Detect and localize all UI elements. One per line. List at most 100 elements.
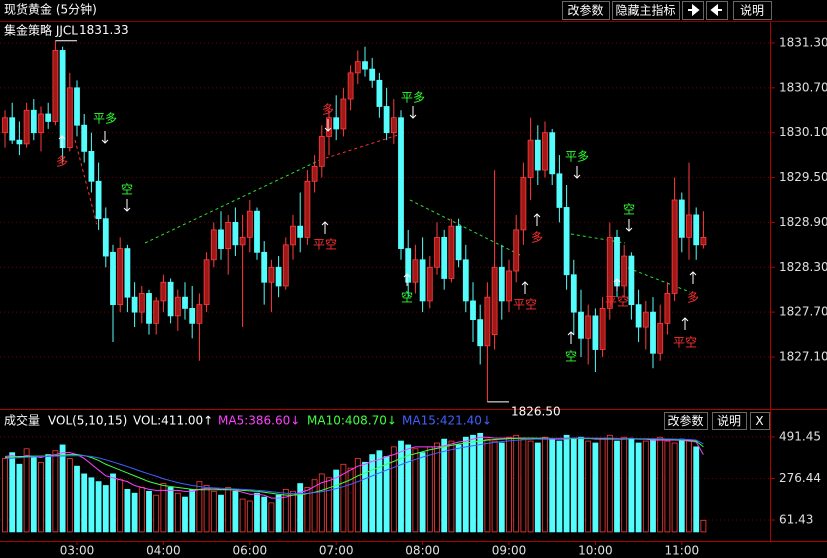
candle-body [426, 266, 433, 302]
volume-bar [52, 450, 59, 533]
volume-bar [376, 450, 383, 533]
candle-body [484, 296, 491, 347]
volume-bar [491, 440, 498, 533]
candle-body [254, 210, 260, 253]
candle-body [664, 293, 671, 324]
x-tick-label: 08:00 [405, 544, 440, 558]
volume-bar [693, 446, 700, 533]
button[interactable] [733, 1, 772, 20]
candle-body [74, 87, 80, 126]
candle-body [167, 281, 174, 317]
signal-arrow [625, 219, 633, 232]
candle-body [218, 229, 224, 249]
button-label[interactable]: 说明 [740, 3, 764, 18]
y-tick-label: 1829.50 [779, 170, 827, 184]
candle-body [2, 117, 8, 134]
candle-body [376, 79, 383, 107]
volume-bar [542, 436, 548, 533]
button-label[interactable]: 说明 [717, 413, 741, 428]
volume-bar [657, 436, 664, 533]
volume-bar [477, 432, 484, 533]
volume-bar [527, 440, 534, 533]
candle-body [592, 315, 599, 350]
y-tick-label: 1827.70 [779, 305, 827, 319]
candle-body [52, 50, 59, 122]
candle-body [650, 311, 656, 354]
candle-body [506, 270, 512, 302]
candle-body [88, 150, 95, 182]
volume-bar [225, 487, 232, 533]
y-tick-label: 1830.10 [779, 125, 827, 139]
volume-bar [513, 434, 520, 533]
x-tick-label: 09:00 [492, 544, 527, 558]
arrow-icon[interactable] [710, 3, 722, 17]
button[interactable] [664, 412, 708, 430]
volume-bar [549, 438, 556, 533]
candle-body [268, 266, 275, 283]
volume-bar [182, 496, 188, 533]
candle-body [311, 165, 318, 182]
volume-bar [246, 500, 253, 533]
candle-body [534, 139, 541, 171]
volume-bar [599, 438, 606, 533]
button-label[interactable]: 隐藏主指标 [615, 3, 675, 18]
candle-body [570, 274, 577, 313]
volume-bar [117, 479, 124, 533]
candle-body [203, 259, 210, 306]
candle-body [189, 307, 196, 324]
candle-body [412, 259, 419, 283]
candle-body [95, 180, 102, 220]
signal-label: 多 [322, 103, 334, 117]
signal-arrow [123, 199, 131, 212]
candle-body [174, 296, 181, 317]
candle-body [66, 87, 73, 149]
volume-bar [74, 465, 80, 533]
signal-label: 平多 [401, 91, 425, 105]
candle-body [131, 296, 138, 313]
signal-label: 平多 [565, 150, 589, 164]
candle-body [9, 117, 16, 141]
button[interactable] [612, 1, 680, 20]
volume-bar [405, 444, 412, 533]
candle-body [563, 207, 570, 276]
volume-bar [189, 488, 196, 533]
button-label[interactable]: X [755, 414, 763, 428]
legend-entry: MA15:421.40↓ [402, 414, 492, 428]
arrow-icon[interactable] [688, 3, 700, 17]
volume-bar [390, 446, 397, 533]
volume-bar [412, 448, 419, 533]
candle-body [23, 109, 30, 145]
candle-body [578, 311, 584, 339]
button[interactable] [750, 412, 770, 430]
ma-line [4, 437, 704, 495]
annotation: 1831.33 [79, 23, 129, 37]
trend-line [74, 139, 98, 226]
candle-body [225, 222, 232, 249]
volume-bar [124, 488, 131, 533]
trend-line [144, 159, 321, 244]
volume-bar [311, 479, 318, 533]
volume-bar [534, 442, 541, 533]
volume-bar [290, 490, 296, 533]
volume-bar [203, 485, 210, 533]
legend-entry: VOL:411.00↑ [133, 414, 213, 428]
candle-body [38, 113, 44, 134]
candle-body [628, 255, 635, 306]
x-tick-label: 11:00 [665, 544, 700, 558]
signal-arrow [521, 281, 529, 294]
volume-title: 成交量 [4, 413, 40, 428]
candle-body [196, 304, 203, 324]
volume-bar [455, 444, 462, 533]
button-label[interactable]: 改参数 [567, 3, 603, 18]
candle-body [642, 311, 649, 328]
button[interactable] [712, 412, 747, 430]
y-tick-label: 61.43 [779, 513, 813, 527]
volume-bar [671, 442, 678, 533]
legend-entry: MA5:386.60↓ [218, 414, 300, 428]
candle-body [491, 266, 498, 335]
candle-body [635, 304, 642, 328]
button[interactable] [562, 1, 610, 20]
signal-arrow [321, 221, 329, 234]
candle-body [45, 113, 52, 122]
button-label[interactable]: 改参数 [667, 413, 703, 428]
